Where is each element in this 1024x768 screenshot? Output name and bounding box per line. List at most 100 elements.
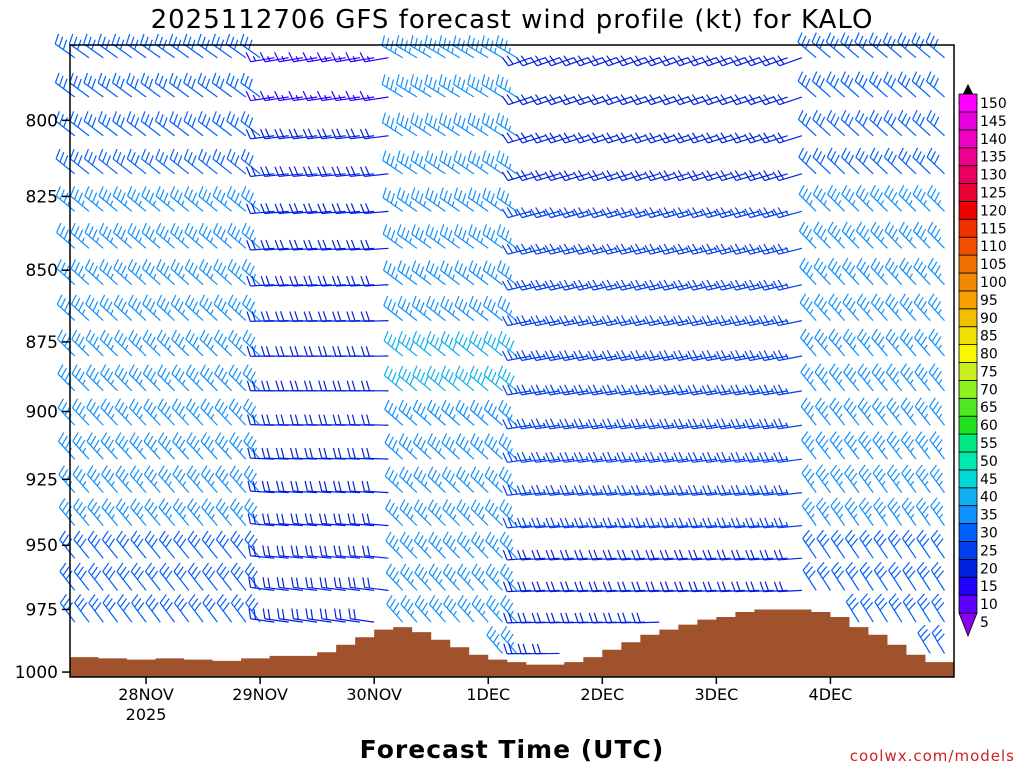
wind-barb [157,432,176,460]
wind-barb-staff [827,230,846,249]
wind-barb-staff [635,492,660,496]
wind-barb-feather [467,112,472,123]
wind-barb-feather [494,340,501,351]
wind-barb-feather [678,517,684,528]
wind-barb-feather [274,90,280,101]
wind-barb-feather [607,484,613,495]
wind-barb-feather [815,74,822,85]
wind-barb-feather [331,240,337,251]
wind-barb-feather [587,95,595,106]
wind-barb-feather [563,279,571,290]
wind-barb-feather [131,262,137,273]
wind-barb-feather [229,498,237,508]
wind-barb-feather [849,336,856,346]
wind-barb-feather [763,170,770,180]
wind-barb-staff [778,247,803,255]
wind-barb [317,311,346,323]
wind-barb-feather [245,129,252,140]
wind-barb-feather [427,466,434,477]
wind-barb-feather [549,55,557,65]
wind-barb-feather [535,170,542,180]
wind-barb-feather [801,431,809,441]
wind-barb-half-feather [153,447,158,453]
wind-barb [260,166,289,178]
wind-barb-feather [117,298,124,308]
wind-barb-feather [173,152,179,163]
wind-barb [602,451,631,463]
wind-barb-feather [490,230,496,241]
wind-barb-feather [692,315,699,325]
wind-barb-half-feather [614,521,618,528]
wind-barb [303,239,332,251]
wind-barb-half-feather [125,514,130,520]
wind-barb [100,364,118,392]
wind-barb-staff [830,505,846,526]
wind-barb [483,399,503,426]
wind-barb [73,562,90,591]
wind-barb [531,612,560,624]
wind-barb-feather [620,94,628,104]
wind-barb-half-feather [823,273,828,279]
wind-barb-feather [520,243,528,254]
wind-barb-feather [59,562,67,572]
wind-barb-feather [876,597,885,607]
wind-barb [412,365,432,392]
wind-barb-feather [89,402,96,412]
wind-barb-feather [331,129,337,140]
wind-barb-feather [672,208,680,218]
wind-barb [114,364,133,392]
wind-barb [261,414,289,426]
wind-barb-half-feather [196,447,201,453]
wind-barb-feather [187,498,194,508]
wind-barb-feather [877,265,884,275]
wind-barb-staff [364,320,389,323]
wind-barb [455,399,475,426]
wind-barb-staff [650,210,674,219]
wind-barb [171,364,190,392]
wind-barb-feather [183,72,188,83]
wind-barb [142,364,161,392]
wind-barb-feather [219,534,226,544]
wind-barb-feather [847,38,854,49]
wind-barb-feather [90,534,98,544]
wind-barb-feather [144,114,150,125]
wind-barb-feather [419,302,425,313]
wind-barb [55,111,76,137]
wind-barb-feather [295,545,299,557]
wind-barb-half-feather [195,309,200,315]
wind-barb-feather [98,222,105,233]
wind-barb [398,365,418,392]
wind-barb-feather [201,152,207,163]
wind-barb-feather [149,371,156,382]
wind-barb-staff [398,408,418,426]
wind-barb-feather [544,133,552,144]
wind-barb [183,148,204,175]
wind-barb-feather [469,399,476,410]
wind-barb [332,346,360,357]
wind-barb [773,517,802,529]
wind-barb-staff [197,82,218,98]
wind-barb [226,148,247,175]
wind-barb-feather [290,480,294,492]
wind-barb-half-feather [770,318,775,324]
wind-barb-feather [846,401,854,411]
wind-barb [484,433,503,460]
wind-barb-staff [549,557,574,561]
wind-barb-feather [58,36,64,47]
wind-barb-staff [578,458,603,463]
wind-barb [359,90,389,102]
wind-barb-staff [244,506,261,527]
wind-barb [98,148,118,175]
wind-barb-feather [466,375,472,386]
wind-barb-feather [764,517,770,528]
wind-barb-feather [878,472,886,482]
wind-barb-feather [178,301,184,312]
wind-barb-feather [861,468,869,478]
wind-barb-feather [516,95,524,106]
wind-barb-staff [83,120,104,137]
wind-barb-feather [620,207,628,217]
wind-barb-feather [455,365,461,376]
wind-barb-feather [248,229,255,240]
wind-barb-feather [251,380,256,391]
wind-barb-feather [672,57,680,67]
